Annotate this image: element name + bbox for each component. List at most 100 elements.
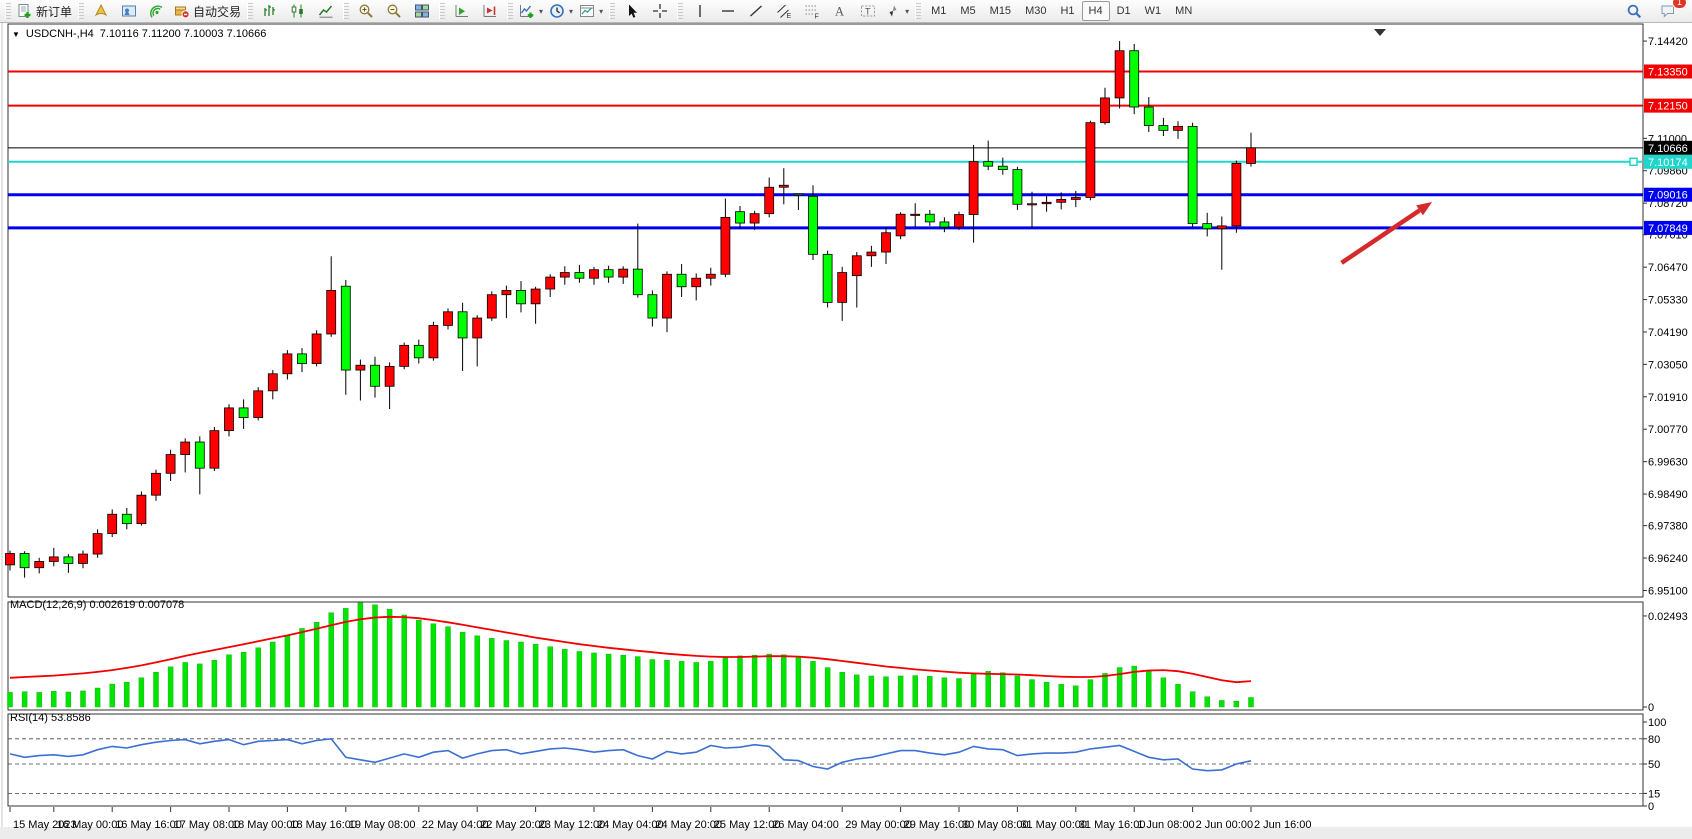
candlesticks-button[interactable] <box>284 0 312 22</box>
horizontal-line-button[interactable] <box>714 0 742 22</box>
trend-arrow-annotation[interactable] <box>1340 202 1433 265</box>
macd-bar <box>197 663 203 708</box>
bull-candle <box>764 186 775 215</box>
macd-bar <box>1000 672 1006 708</box>
macd-bar <box>708 661 714 708</box>
timeframe-d1[interactable]: D1 <box>1116 5 1131 17</box>
indicators-dropdown-arrow[interactable]: ▾ <box>539 6 544 16</box>
macd-bar <box>664 660 670 708</box>
macd-bar <box>1219 700 1225 708</box>
indicators-button[interactable]: ▾ <box>516 0 546 22</box>
trendline-button[interactable] <box>742 0 770 22</box>
svg-text:7.06470: 7.06470 <box>1648 262 1688 274</box>
bar-chart-button[interactable] <box>256 0 284 22</box>
bull-candle <box>209 430 220 469</box>
toolbar-group-grip <box>507 3 514 19</box>
timeframe-mn[interactable]: MN <box>1175 5 1193 17</box>
svg-text:16 May 16:00: 16 May 16:00 <box>115 819 182 831</box>
templates-button[interactable]: ▾ <box>576 0 606 22</box>
svg-text:25 May 12:00: 25 May 12:00 <box>714 819 781 831</box>
bull-candle <box>355 364 366 371</box>
macd-bar <box>912 675 918 708</box>
bull-candle <box>267 373 278 392</box>
chart-shift-button[interactable] <box>476 0 504 22</box>
price-badge <box>1644 140 1692 155</box>
new-order-button[interactable]: 新订单 <box>14 0 75 22</box>
rsi-axis[interactable]: 100 80 50 150 <box>8 717 1666 813</box>
price-badge <box>1644 154 1692 169</box>
bear-candle <box>808 195 818 255</box>
templates-dropdown-arrow[interactable]: ▾ <box>599 6 604 16</box>
symbols-button[interactable] <box>87 0 115 22</box>
timeframe-m5[interactable]: M5 <box>960 5 976 17</box>
bull-candle <box>1041 201 1052 205</box>
macd-bar <box>737 655 743 708</box>
svg-text:6.95100: 6.95100 <box>1648 585 1688 597</box>
macd-bar <box>182 662 188 708</box>
crosshair-button[interactable] <box>646 0 674 22</box>
candlesticks-icon <box>291 4 303 18</box>
timeframe-m15[interactable]: M15 <box>989 5 1012 17</box>
macd-bar <box>459 631 466 708</box>
macd-bar <box>576 651 583 708</box>
macd-bar <box>868 675 875 708</box>
bull-candle <box>384 365 395 387</box>
svg-text:29 May 16:00: 29 May 16:00 <box>904 819 971 831</box>
market-watch-button[interactable] <box>115 0 143 22</box>
macd-bar <box>1116 667 1123 708</box>
toolbar-group-grip <box>677 3 684 19</box>
macd-bar <box>1175 684 1181 708</box>
chart-shift-marker[interactable] <box>1374 29 1386 36</box>
chart-area[interactable]: 7.14420 7.11000 7.09860 7.08720 7.07610 7.064… <box>0 23 1692 839</box>
bull-candle <box>881 232 891 253</box>
vertical-line-button[interactable] <box>686 0 714 22</box>
tile-windows-button[interactable] <box>408 0 436 22</box>
macd-bar <box>693 662 699 708</box>
timeframe-m30[interactable]: M30 <box>1025 5 1047 17</box>
macd-bar <box>51 691 57 708</box>
bull-candle <box>837 272 848 303</box>
text-button[interactable]: A <box>826 0 854 22</box>
bear-candle <box>370 364 380 387</box>
svg-text:7.05330: 7.05330 <box>1648 295 1688 307</box>
macd-axis[interactable]: 0.02493 0 <box>1643 611 1688 714</box>
bull-candle <box>705 273 716 279</box>
auto-scroll-button[interactable] <box>448 0 476 22</box>
line-handle[interactable] <box>1629 157 1638 167</box>
zoom-out-button[interactable] <box>380 0 408 22</box>
fibonacci-button[interactable]: F <box>798 0 826 22</box>
macd-bar <box>430 623 437 708</box>
horizontal-line-objects[interactable]: 7.13350 7.12150 7.10666 7.10174 7.09016 7.078… <box>8 64 1692 235</box>
bear-candle <box>1129 50 1140 108</box>
cursor-button[interactable] <box>618 0 646 22</box>
chart-canvas[interactable]: 7.144207.110007.098607.087207.076107.064… <box>0 23 1692 839</box>
autotrading-button[interactable]: 自动交易 <box>171 0 244 22</box>
periods-dropdown-arrow[interactable]: ▾ <box>569 6 574 16</box>
arrows-button[interactable]: ▾ <box>882 0 912 22</box>
text-label-button[interactable]: T <box>854 0 882 22</box>
tile-windows-icon <box>415 4 430 18</box>
bear-candle <box>1187 125 1198 225</box>
chat-button[interactable]: 1 <box>1654 0 1687 22</box>
timeframe-w1[interactable]: W1 <box>1144 5 1162 17</box>
price-axis[interactable]: 7.144207.110007.098607.087207.076107.064… <box>1643 36 1688 597</box>
timeframe-m1[interactable]: M1 <box>931 5 947 17</box>
svg-text:0.02493: 0.02493 <box>1648 611 1688 623</box>
periods-button[interactable]: ▾ <box>546 0 576 22</box>
chevron-down-icon[interactable]: ▼ <box>12 29 20 39</box>
zoom-in-button[interactable] <box>352 0 380 22</box>
bull-candle <box>1246 147 1256 164</box>
macd-bar <box>240 652 247 708</box>
bear-candle <box>1158 125 1169 131</box>
timeframe-h4[interactable]: H4 <box>1081 1 1110 21</box>
search-button[interactable] <box>1620 0 1648 22</box>
arrows-dropdown-arrow[interactable]: ▾ <box>905 6 910 16</box>
equidistant-channel-button[interactable]: E <box>770 0 798 22</box>
svg-text:E: E <box>787 13 792 19</box>
notification-badge: 1 <box>1671 0 1687 9</box>
bull-candle <box>1027 203 1037 206</box>
timeframe-h1[interactable]: H1 <box>1060 5 1075 17</box>
line-chart-button[interactable] <box>312 0 340 22</box>
signals-button[interactable] <box>143 0 171 22</box>
